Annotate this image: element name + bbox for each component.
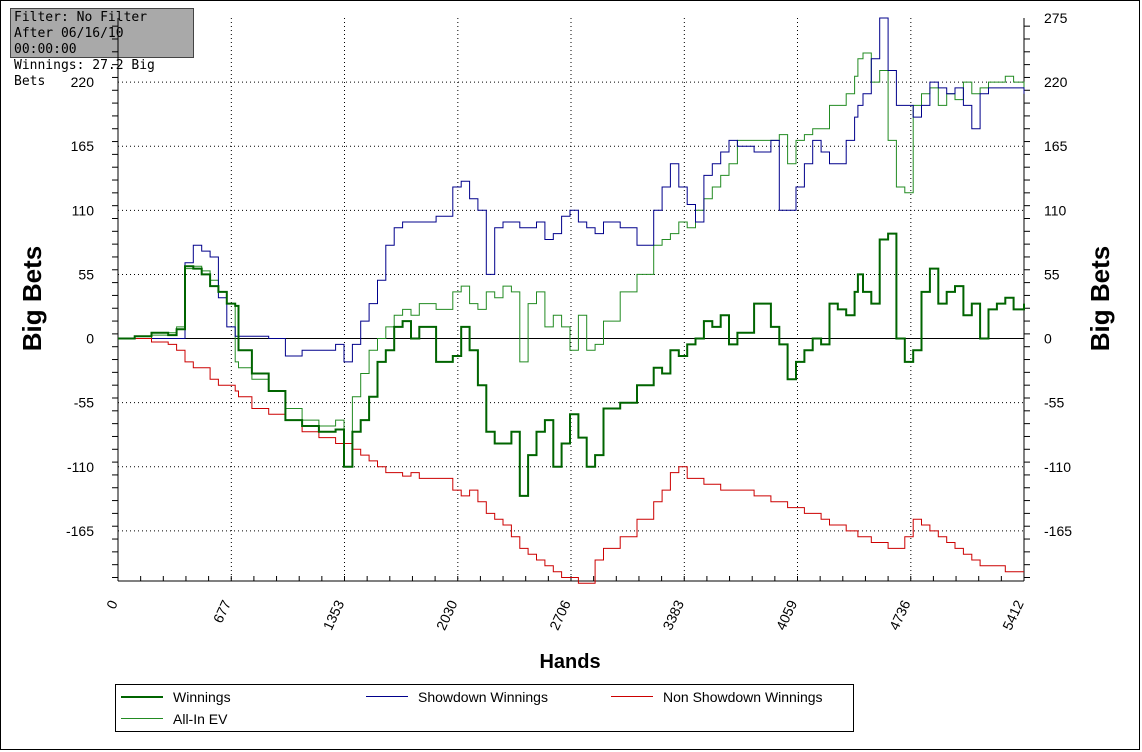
legend-swatch-winnings bbox=[121, 696, 163, 698]
filter-text: Filter: No Filter bbox=[14, 10, 148, 25]
x-tick-label: 3383 bbox=[659, 597, 687, 632]
y-tick-label-left: 165 bbox=[71, 138, 95, 154]
y-tick-label-left: -165 bbox=[66, 523, 94, 539]
filter-info-box: Filter: No Filter After 06/16/10 00:00:0… bbox=[10, 8, 194, 89]
y-tick-label-right: 275 bbox=[1044, 10, 1068, 26]
y-tick-label-right: 220 bbox=[1044, 74, 1068, 90]
x-tick-label: 0 bbox=[103, 597, 121, 611]
series-line-showdown-winnings bbox=[118, 17, 1025, 363]
x-tick-label: 1353 bbox=[320, 597, 348, 632]
y-tick-label-right: 0 bbox=[1044, 331, 1052, 347]
y-tick-label-right: 110 bbox=[1044, 202, 1067, 218]
y-tick-label-right: -165 bbox=[1044, 523, 1072, 539]
x-tick-label: 5412 bbox=[999, 597, 1027, 632]
series-line-winnings bbox=[118, 232, 1025, 497]
x-tick-label: 2706 bbox=[546, 597, 574, 632]
date-filter-text: After 06/16/10 00:00:00 bbox=[14, 26, 124, 57]
y-tick-label-left: -55 bbox=[74, 395, 94, 411]
y-tick-label-left: 0 bbox=[86, 331, 94, 347]
winnings-summary-text: Winnings: 27.2 Big Bets bbox=[14, 58, 155, 89]
chart-legend: Winnings Showdown Winnings Non Showdown … bbox=[115, 684, 854, 732]
y-tick-label-right: 165 bbox=[1044, 138, 1068, 154]
y-tick-label-left: 55 bbox=[78, 266, 94, 282]
x-tick-label: 4059 bbox=[773, 597, 801, 632]
x-tick-label: 2030 bbox=[433, 597, 461, 632]
legend-swatch-non-showdown bbox=[611, 696, 653, 697]
legend-swatch-allin-ev bbox=[121, 718, 163, 719]
y-tick-label-right: -110 bbox=[1044, 459, 1071, 475]
x-tick-label: 4736 bbox=[886, 597, 914, 632]
y-tick-label-left: -110 bbox=[67, 459, 94, 475]
y-tick-label-right: 55 bbox=[1044, 266, 1060, 282]
legend-label-showdown: Showdown Winnings bbox=[418, 689, 548, 705]
legend-label-winnings: Winnings bbox=[173, 689, 231, 705]
legend-label-allin-ev: All-In EV bbox=[173, 711, 228, 727]
x-axis-label: Hands bbox=[539, 651, 601, 673]
x-tick-label: 677 bbox=[210, 597, 234, 625]
y-tick-label-right: -55 bbox=[1044, 395, 1064, 411]
legend-swatch-showdown bbox=[366, 696, 408, 697]
legend-label-non-showdown: Non Showdown Winnings bbox=[663, 689, 823, 705]
y-axis-label-left: Big Bets bbox=[17, 245, 48, 352]
y-axis-label-right: Big Bets bbox=[1085, 245, 1116, 352]
y-tick-label-left: 110 bbox=[72, 202, 95, 218]
y-tick-label-left: 220 bbox=[71, 74, 95, 90]
series-line-all-in-ev bbox=[118, 52, 1025, 444]
